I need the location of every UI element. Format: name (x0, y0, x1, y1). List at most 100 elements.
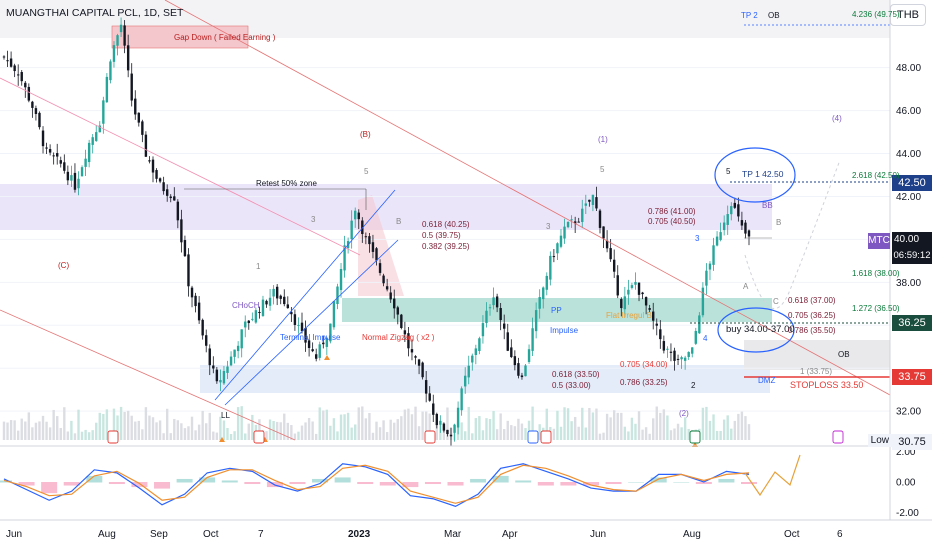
ob-top-note: OB (768, 11, 780, 20)
volume-bar (463, 431, 467, 440)
wave-label: C (773, 297, 779, 306)
candle-body (666, 348, 669, 350)
volume-bar (495, 429, 499, 440)
candle-body (73, 172, 77, 190)
candle-body (417, 359, 421, 366)
flat-irregular-note: Flat Irregul B (606, 311, 652, 320)
volume-bar (165, 408, 169, 440)
terminal-wedge-upper (214, 189, 396, 401)
fib-label: 0.786 (33.25) (620, 378, 668, 387)
candle-body (38, 112, 41, 128)
candle-body (588, 199, 591, 202)
candle-body (602, 226, 605, 239)
histogram-bar (18, 482, 35, 486)
volume-bar (712, 414, 715, 440)
volume-bar (637, 411, 641, 440)
volume-bar (332, 418, 336, 440)
volume-bar (197, 424, 201, 440)
volume-bar (144, 407, 148, 440)
candle-body (467, 365, 470, 378)
candle-body (414, 356, 417, 358)
candle-body (34, 108, 38, 114)
histogram-bar (628, 482, 645, 483)
candle-body (194, 295, 197, 307)
histogram-bar (176, 478, 193, 483)
volume-bar (52, 409, 55, 440)
candle-body (424, 380, 428, 394)
oscillator-tick: 2.00 (896, 447, 916, 458)
volume-bar (740, 411, 744, 440)
candle-body (293, 314, 297, 325)
candle-body (126, 45, 130, 71)
time-tick: 2023 (348, 529, 371, 540)
candle-body (283, 296, 286, 305)
zones-layer (0, 0, 890, 393)
volume-bar (407, 408, 410, 440)
candle-body (84, 158, 87, 167)
candle-body (737, 204, 740, 217)
volume-bar (13, 420, 16, 440)
currency-button[interactable]: THB (890, 4, 926, 26)
histogram-bar (379, 482, 396, 486)
volume-bar (304, 422, 307, 440)
volume-bar (137, 420, 141, 440)
volume-bar (201, 410, 204, 440)
candle-body (357, 212, 360, 220)
candle-body (148, 160, 151, 162)
impulse-note: Impulse (550, 326, 579, 335)
wave-label: A (743, 282, 749, 291)
volume-bar (2, 421, 6, 440)
candle-body (620, 299, 623, 309)
volume-bar (212, 431, 215, 440)
candle-body (375, 248, 378, 261)
candle-body (254, 310, 258, 323)
pp-note: PP (551, 306, 562, 315)
volume-bar (609, 417, 612, 440)
candle-body (2, 56, 6, 58)
histogram-bar (108, 482, 125, 485)
volume-bar (66, 431, 70, 440)
candle-body (740, 220, 744, 226)
candle-body (197, 302, 201, 321)
candle-body (463, 375, 467, 387)
price-tick: 44.00 (896, 149, 921, 160)
histogram-bar (63, 482, 80, 486)
fib-label: 0.5 (39.75) (422, 231, 461, 240)
volume-bar (652, 418, 655, 440)
volume-bar (378, 427, 382, 440)
candle-body (612, 259, 616, 272)
candle-body (144, 134, 148, 157)
candle-body (361, 220, 364, 235)
candle-body (616, 275, 619, 296)
candle-body (722, 222, 726, 231)
volume-bar (612, 410, 616, 440)
volume-bar (116, 415, 119, 440)
volume-bar (620, 412, 623, 440)
candle-body (233, 349, 236, 357)
mtc-price-tag: 40.00 (892, 232, 932, 248)
volume-bar (226, 427, 229, 440)
volume-bar (605, 413, 609, 440)
dmz-note: DMZ (758, 376, 776, 385)
candle-body (609, 248, 612, 260)
volume-bar (722, 419, 726, 440)
candle-body (517, 363, 520, 376)
candle-body (244, 321, 247, 328)
volume-bar (102, 413, 105, 440)
candle-body (378, 263, 382, 273)
tp1-note: TP 1 42.50 (742, 169, 784, 179)
mtc-symbol-tag: MTC (868, 233, 890, 249)
histogram-bar (199, 477, 216, 483)
candle-body (382, 275, 385, 284)
volume-bar (559, 426, 563, 440)
candle-body (307, 340, 311, 349)
volume-bar (588, 408, 591, 440)
volume-bar (545, 408, 548, 440)
candle-body (676, 358, 680, 360)
time-tick: 7 (258, 529, 264, 540)
time-tick: Jun (6, 529, 22, 540)
candle-body (176, 201, 180, 221)
